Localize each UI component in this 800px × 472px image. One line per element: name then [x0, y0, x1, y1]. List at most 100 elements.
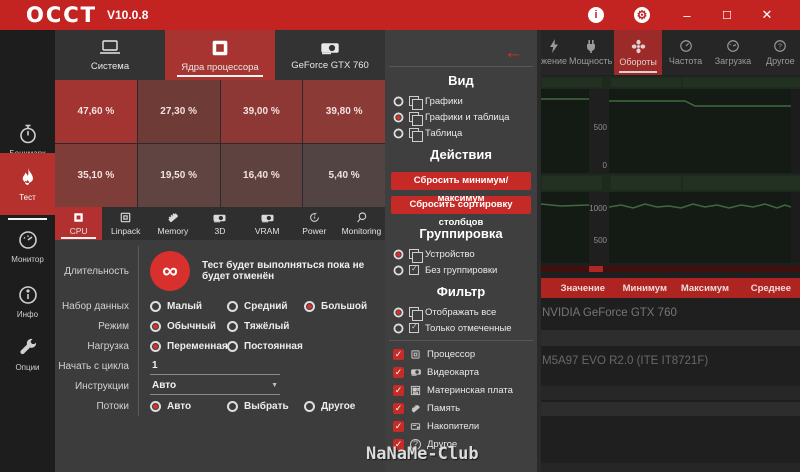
radio-icon [150, 320, 161, 332]
core-tile: 5,40 % [303, 144, 385, 207]
testtab-label: 3D [214, 225, 226, 236]
tab-system[interactable]: Система [55, 30, 165, 80]
core-tile: 27,30 % [137, 80, 220, 143]
radio-grouping-none[interactable]: Без группировки [385, 262, 537, 278]
instructions-select[interactable]: Авто ▼ [150, 378, 280, 395]
close-button[interactable]: ✕ [761, 7, 773, 22]
column-min[interactable]: Минимум [622, 282, 667, 294]
radio-filter-all[interactable]: Отображать все [385, 304, 537, 321]
radio-mode-heavy[interactable]: Тяжёлый [227, 320, 304, 332]
testtab-vram[interactable]: VRAM [244, 207, 291, 240]
reset-minmax-button[interactable]: Сбросить минимум/максимум [391, 172, 531, 204]
radio-dataset-large[interactable]: Большой [304, 300, 381, 312]
gpu-icon [410, 367, 421, 378]
table-row[interactable] [541, 330, 800, 346]
table-row[interactable] [541, 386, 800, 400]
tab-cpu-cores[interactable]: Ядра процессора [165, 30, 275, 80]
column-max[interactable]: Максимум [680, 282, 729, 294]
radio-filter-checked[interactable]: Только отмеченные [385, 320, 537, 336]
radio-load-constant[interactable]: Постоянная [227, 340, 304, 352]
check-motherboard[interactable]: ✓ Материнская плата [393, 384, 513, 396]
gear-icon[interactable]: ⚙ [634, 7, 650, 23]
radio-dataset-medium[interactable]: Средний [227, 300, 304, 312]
device-row-motherboard[interactable]: M5A97 EVO R2.0 (ITE IT8721F) [542, 355, 709, 367]
sidebar-item-label: Инфо [16, 310, 39, 319]
radio-icon [150, 300, 161, 312]
graph-plot [609, 192, 791, 263]
monitoring-window: жение Мощность Обороты Частота Загрузка … [537, 30, 800, 472]
testtab-linpack[interactable]: Linpack [102, 207, 149, 240]
radio-icon [393, 265, 404, 275]
radio-view-graphs-table[interactable]: Графики и таблица [385, 109, 537, 126]
cpu-icon [410, 349, 421, 360]
testtab-monitoring[interactable]: Monitoring [338, 207, 385, 240]
testtab-power[interactable]: Power [291, 207, 338, 240]
table-row[interactable] [541, 402, 800, 416]
radio-view-table[interactable]: Таблица [385, 125, 537, 142]
graphs-icon [409, 96, 423, 110]
status-strip [541, 463, 800, 472]
radio-threads-auto[interactable]: Авто [150, 400, 227, 412]
grouping-section-title: Группировка [419, 226, 503, 241]
sensor-table-header: Значение Минимум Максимум Среднее [541, 278, 800, 298]
radio-dataset-small[interactable]: Малый [150, 300, 227, 312]
gpu-icon [260, 212, 275, 224]
core-tile: 47,60 % [55, 80, 137, 143]
tab-usage[interactable]: Загрузка [709, 30, 756, 75]
radio-icon [393, 112, 404, 122]
question-icon: ? [773, 39, 787, 53]
laptop-icon [99, 39, 121, 57]
start-cycle-input[interactable]: 1 [150, 358, 280, 375]
scrollbar-horizontal[interactable] [541, 266, 800, 272]
radio-threads-select[interactable]: Выбрать [227, 400, 304, 412]
tab-other[interactable]: ? Другое [757, 30, 800, 75]
info-icon[interactable]: i [588, 7, 604, 23]
tab-power[interactable]: Мощность [567, 30, 614, 75]
tab-voltage[interactable]: жение [541, 30, 567, 75]
dataset-label: Набор данных [61, 300, 129, 312]
radio-icon [393, 307, 404, 317]
sidebar-item-monitor[interactable]: Монитор [0, 228, 55, 264]
tab-gpu[interactable]: GeForce GTX 760 [275, 30, 385, 80]
question-icon: ? [410, 438, 421, 450]
tab-frequency[interactable]: Частота [662, 30, 709, 75]
radio-grouping-device[interactable]: Устройство [385, 246, 537, 263]
column-value[interactable]: Значение [560, 282, 605, 294]
check-memory[interactable]: ✓ Память [393, 402, 461, 414]
check-other[interactable]: ✓ ? Другое [393, 438, 458, 450]
tab-fans[interactable]: Обороты [614, 30, 662, 75]
radio-icon [227, 320, 238, 332]
testtab-cpu[interactable]: CPU [55, 207, 103, 240]
testtab-memory[interactable]: Memory [149, 207, 196, 240]
check-processor[interactable]: ✓ Процессор [393, 348, 476, 360]
ram-icon [166, 211, 180, 224]
cpu-icon [210, 38, 230, 58]
radio-load-variable[interactable]: Переменная [150, 340, 228, 352]
radio-icon [227, 400, 238, 412]
sidebar-item-test[interactable]: Тест [0, 153, 55, 215]
sensor-tabs: жение Мощность Обороты Частота Загрузка … [541, 30, 800, 75]
testtab-3d[interactable]: 3D [196, 207, 243, 240]
radio-mode-normal[interactable]: Обычный [150, 320, 227, 332]
fan-icon [631, 39, 646, 54]
load-label: Нагрузка [87, 340, 129, 352]
sidebar-item-label: Монитор [11, 255, 44, 264]
frequency-icon [679, 39, 693, 53]
back-arrow-icon[interactable]: ← [504, 42, 523, 63]
column-avg[interactable]: Среднее [750, 282, 791, 294]
table-icon [409, 128, 423, 142]
device-tabs: Система Ядра процессора GeForce GTX 760 [55, 30, 385, 80]
titlebar: OCCT V10.0.8 i ⚙ – ☐ ✕ [0, 0, 800, 30]
checkbox-icon: ✓ [393, 402, 404, 414]
sidebar-item-info[interactable]: Инфо [0, 283, 55, 319]
radio-threads-other[interactable]: Другое [304, 400, 381, 412]
test-type-tabs: CPU Linpack Memory 3D VRAM Power [55, 207, 385, 240]
check-gpu[interactable]: ✓ Видеокарта [393, 366, 480, 378]
minimize-button[interactable]: – [683, 7, 691, 23]
check-storage[interactable]: ✓ Накопители [393, 420, 480, 432]
radio-view-graphs[interactable]: Графики [385, 93, 537, 110]
reset-sorting-button[interactable]: Сбросить сортировку столбцов [391, 196, 531, 228]
device-row-gpu[interactable]: NVIDIA GeForce GTX 760 [542, 307, 677, 319]
maximize-button[interactable]: ☐ [722, 9, 732, 22]
sidebar-item-options[interactable]: Опции [0, 336, 55, 372]
